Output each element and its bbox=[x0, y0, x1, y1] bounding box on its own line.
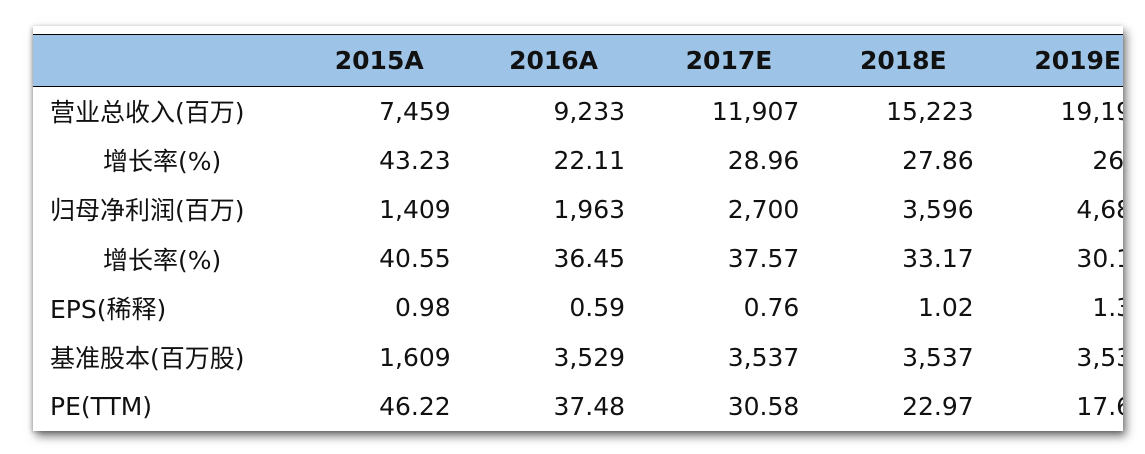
header-corner-cell bbox=[33, 34, 292, 87]
table-cell: 22.11 bbox=[553, 145, 626, 175]
header-year-2016a: 2016A bbox=[465, 34, 641, 87]
table-cell: 0.98 bbox=[395, 293, 451, 323]
table-cell: 3,529 bbox=[553, 342, 626, 372]
table-cell: 3,537 bbox=[727, 342, 800, 372]
table-cell: 11,907 bbox=[711, 96, 800, 126]
row-label: 增长率(%) bbox=[103, 147, 222, 177]
table-cell: 43.23 bbox=[379, 145, 451, 175]
row-label: 基准股本(百万股) bbox=[50, 344, 245, 374]
table-cell: 22.97 bbox=[902, 391, 974, 421]
table-cell: 4,681 bbox=[1076, 194, 1123, 224]
table-cell: 1,609 bbox=[379, 342, 451, 372]
table-cell: 1.02 bbox=[917, 293, 974, 323]
table-cell: 1,409 bbox=[379, 194, 451, 224]
header-year-2017e: 2017E bbox=[640, 34, 815, 87]
table-cell: 17.64 bbox=[1076, 391, 1123, 421]
table-cell: 33.17 bbox=[902, 244, 974, 274]
header-year-2018e: 2018E bbox=[814, 34, 989, 87]
table-cell: 9,233 bbox=[553, 96, 626, 126]
table-wrapper: 2015A 2016A 2017E 2018E 2019E 营业总收入(百万) … bbox=[33, 34, 1123, 431]
table-row: 归母净利润(百万) 1,409 1,963 2,700 3,596 4,681 bbox=[33, 185, 1123, 234]
table-cell: 2,700 bbox=[727, 194, 800, 224]
table-cell: 30.58 bbox=[727, 391, 800, 421]
financial-forecast-table: 2015A 2016A 2017E 2018E 2019E 营业总收入(百万) … bbox=[33, 34, 1123, 431]
table-cell: 28.96 bbox=[727, 145, 800, 175]
table-cell: 19,197 bbox=[1060, 96, 1123, 126]
table-cell: 1,963 bbox=[553, 194, 626, 224]
table-cell: 26.1 bbox=[1092, 145, 1123, 175]
table-cell: 30.18 bbox=[1076, 244, 1123, 274]
row-label: EPS(稀释) bbox=[50, 294, 167, 324]
table-cell: 3,596 bbox=[902, 194, 974, 224]
table-row: 营业总收入(百万) 7,459 9,233 11,907 15,223 19,1… bbox=[33, 87, 1123, 136]
table-cell: 40.55 bbox=[379, 244, 451, 274]
table-row: 增长率(%) 40.55 36.45 37.57 33.17 30.18 bbox=[33, 234, 1123, 283]
row-label: PE(TTM) bbox=[50, 391, 153, 421]
table-cell: 1.32 bbox=[1092, 293, 1123, 323]
table-cell: 7,459 bbox=[379, 96, 451, 126]
table-cell: 46.22 bbox=[379, 391, 451, 421]
header-year-2015a: 2015A bbox=[291, 34, 466, 87]
forecast-table-sheet: 2015A 2016A 2017E 2018E 2019E 营业总收入(百万) … bbox=[33, 26, 1123, 431]
table-cell: 37.57 bbox=[727, 244, 800, 274]
table-cell: 0.76 bbox=[743, 293, 800, 323]
header-row: 2015A 2016A 2017E 2018E 2019E bbox=[33, 34, 1123, 87]
header-year-2019e: 2019E bbox=[988, 34, 1123, 87]
table-row: 基准股本(百万股) 1,609 3,529 3,537 3,537 3,537 bbox=[33, 332, 1123, 381]
table-row: PE(TTM) 46.22 37.48 30.58 22.97 17.64 bbox=[33, 382, 1123, 431]
table-cell: 15,223 bbox=[886, 96, 974, 126]
table-cell: 3,537 bbox=[902, 342, 974, 372]
table-cell: 0.59 bbox=[569, 293, 626, 323]
table-row: EPS(稀释) 0.98 0.59 0.76 1.02 1.32 bbox=[33, 283, 1123, 332]
table-cell: 37.48 bbox=[553, 391, 626, 421]
table-row: 增长率(%) 43.23 22.11 28.96 27.86 26.1 bbox=[33, 136, 1123, 185]
table-cell: 3,537 bbox=[1076, 342, 1123, 372]
row-label: 营业总收入(百万) bbox=[50, 98, 245, 128]
row-label: 归母净利润(百万) bbox=[50, 196, 245, 226]
table-cell: 27.86 bbox=[902, 145, 974, 175]
row-label: 增长率(%) bbox=[103, 245, 222, 275]
table-cell: 36.45 bbox=[553, 244, 626, 274]
